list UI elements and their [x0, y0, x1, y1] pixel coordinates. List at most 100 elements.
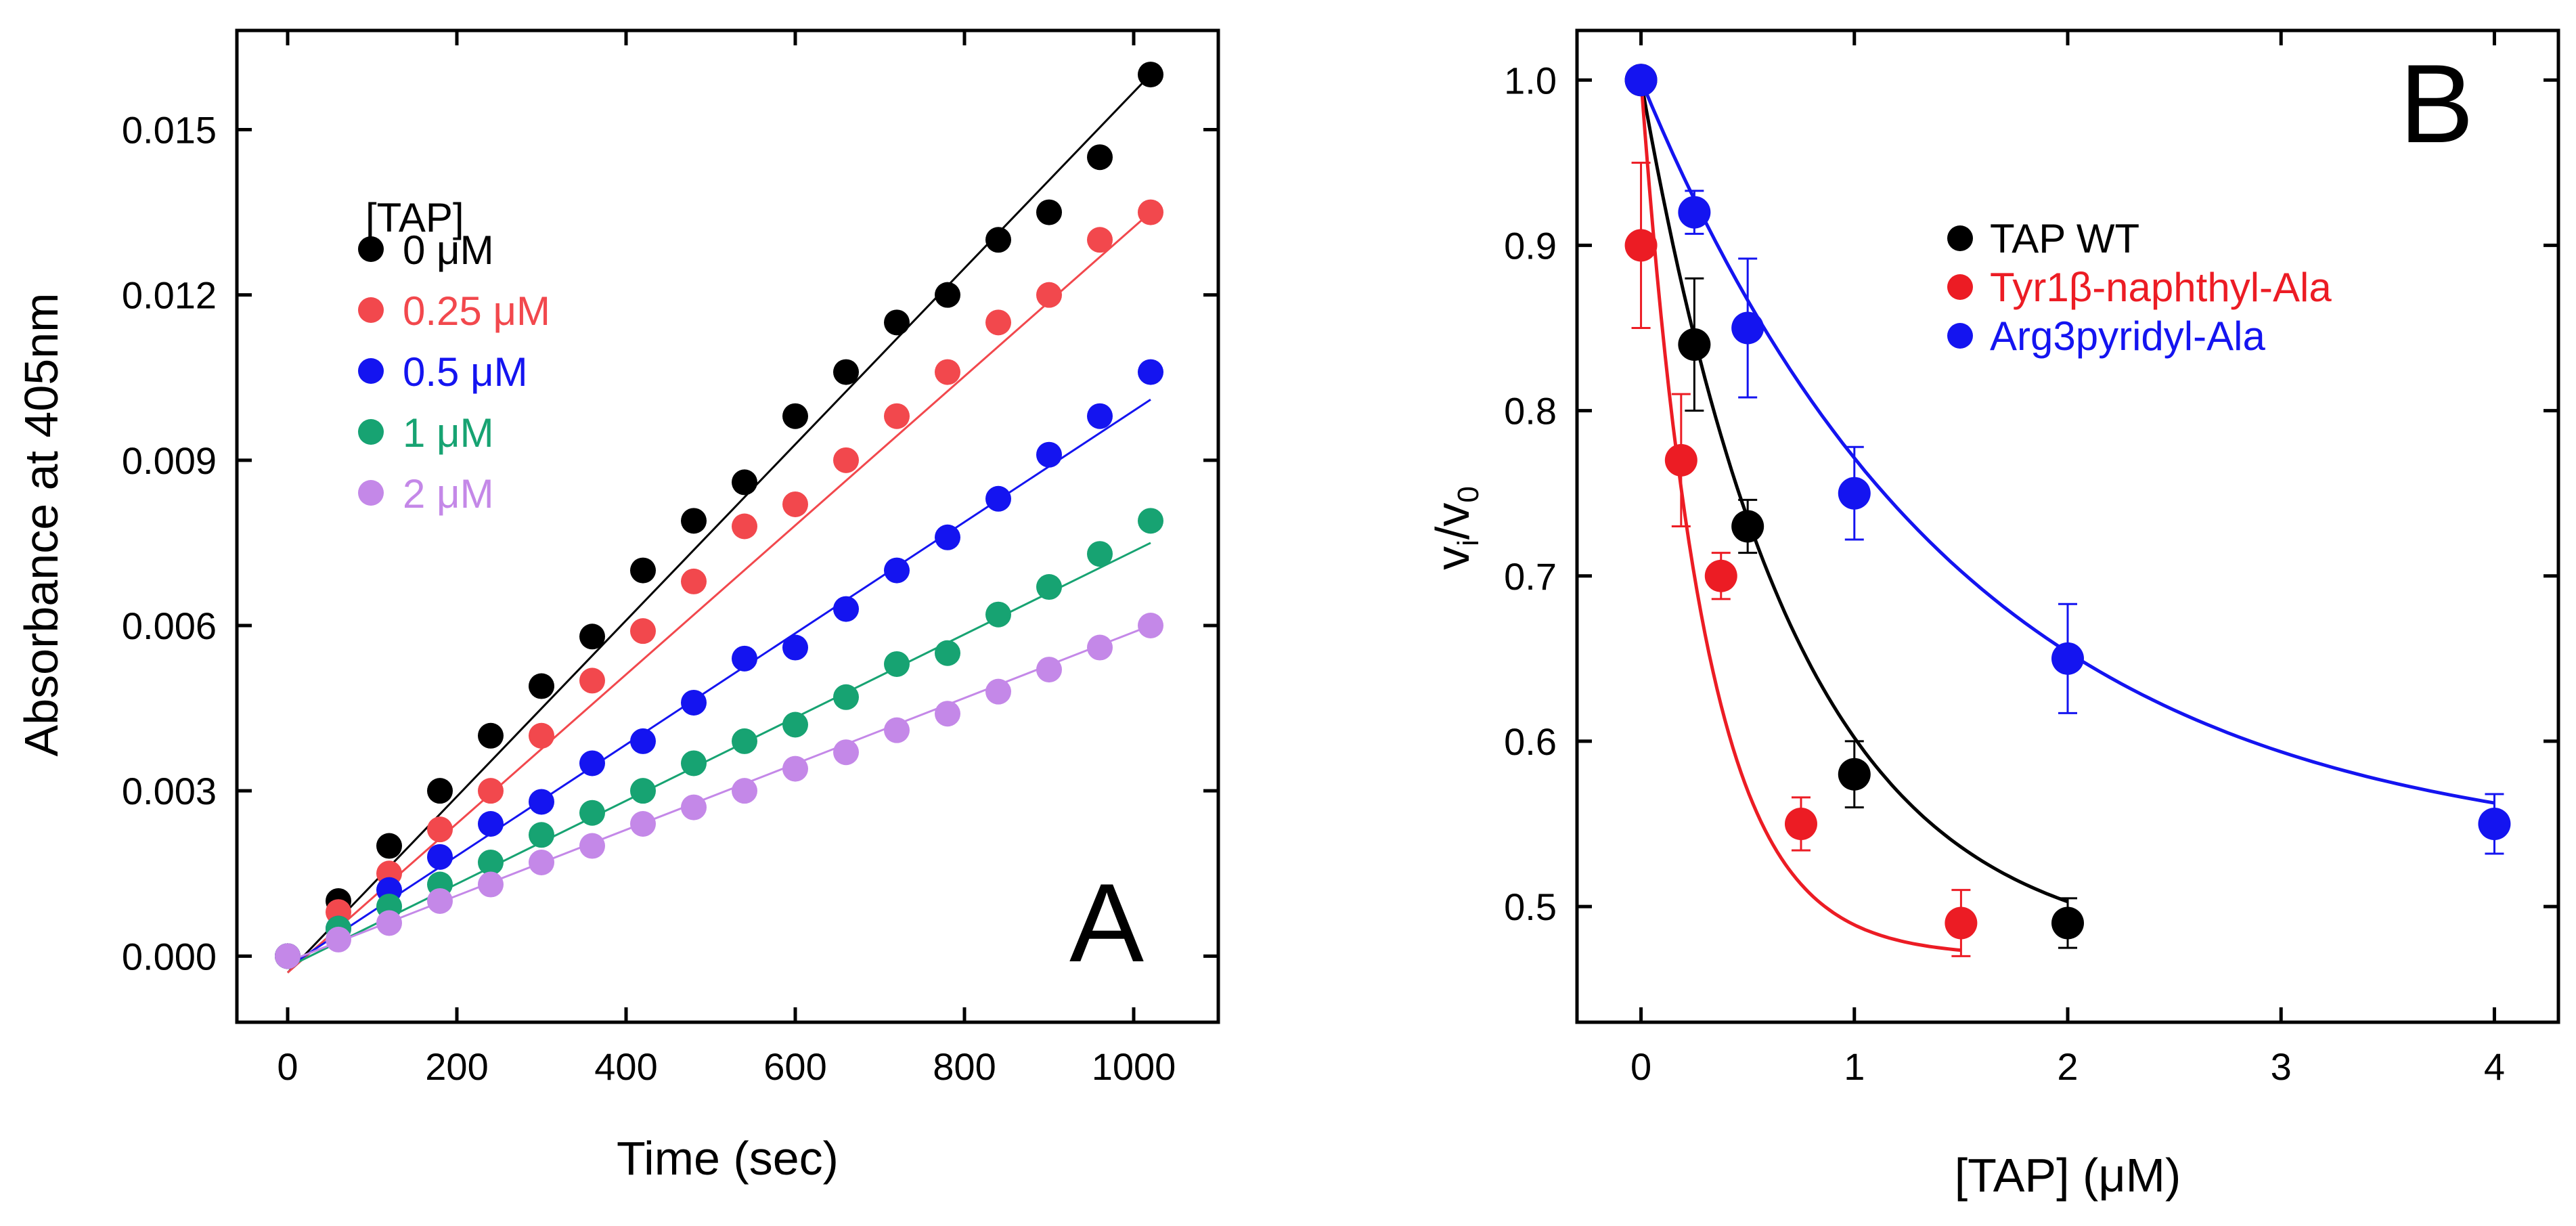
a-data-point [630, 728, 656, 754]
a-x-tick-label: 800 [933, 1045, 996, 1088]
a-y-tick-label: 0.015 [122, 109, 217, 152]
b-y-tick-label: 1.0 [1504, 59, 1557, 102]
b-panel-letter: B [2399, 41, 2474, 166]
a-data-point [529, 722, 554, 749]
b-y-title-slash-v: /v [1426, 503, 1479, 540]
a-legend-marker [358, 358, 384, 384]
a-data-point [681, 794, 707, 820]
a-data-point [1138, 199, 1163, 225]
a-data-point [579, 623, 605, 650]
a-data-point [1036, 574, 1062, 600]
a-data-point [326, 926, 351, 953]
a-data-point [478, 871, 504, 898]
a-data-point [782, 491, 808, 517]
a-fit-line-series-4 [287, 624, 1151, 963]
b-y-title-sub-i: i [1452, 540, 1485, 546]
a-data-point [1087, 541, 1113, 567]
a-data-point [1138, 359, 1163, 385]
a-legend-marker [358, 480, 384, 506]
a-axis-ticks: 0 200 400 600 800 1000 0.000 0.003 0.006 0.009 0.0… [122, 30, 1218, 1088]
a-data-point [985, 601, 1011, 628]
a-data-point [275, 943, 301, 969]
plot-frame-b [1575, 28, 2560, 1024]
b-data-point [2051, 642, 2084, 675]
b-data-point [2051, 906, 2084, 940]
b-y-axis-title: vi/v0 [1426, 486, 1485, 570]
a-data-point [529, 789, 554, 815]
a-data-point [579, 667, 605, 694]
a-data-point [935, 640, 960, 666]
a-data-point [833, 359, 859, 385]
a-data-point [478, 722, 504, 749]
a-data-point [884, 651, 910, 677]
a-data-point [630, 618, 656, 644]
b-legend-marker [1947, 323, 1973, 349]
a-legend-label: 1 μM [403, 410, 494, 456]
a-data-point [732, 728, 757, 754]
a-legend-label: 0.25 μM [403, 288, 550, 334]
a-data-point [935, 359, 960, 385]
a-x-tick-label: 600 [763, 1045, 826, 1088]
panel-b: 0 1 2 3 4 0.5 0.6 0.7 0.8 0.9 1.0 TAP WTTyr1β-naph… [1426, 28, 2560, 1202]
a-data-point [1087, 634, 1113, 661]
b-legend-marker [1947, 225, 1973, 251]
a-data-point [985, 309, 1011, 336]
a-data-point [427, 888, 453, 914]
b-data-point [2478, 808, 2511, 840]
b-x-tick-label: 2 [2057, 1045, 2078, 1088]
a-data-point [427, 778, 453, 804]
b-legend-label: TAP WT [1990, 216, 2139, 261]
b-y-tick-label: 0.5 [1504, 885, 1557, 928]
plot-frame-a [235, 28, 1220, 1024]
b-y-title-sub-0: 0 [1452, 486, 1485, 502]
a-data-point [630, 778, 656, 804]
b-legend-marker [1947, 274, 1973, 300]
a-data-point [884, 557, 910, 584]
a-data-point [478, 849, 504, 875]
a-data-point [732, 513, 757, 540]
a-data-point [782, 756, 808, 782]
b-fit-curve-series-0 [1639, 79, 2068, 904]
a-fit-line-series-1 [287, 211, 1151, 973]
b-axis-ticks: 0 1 2 3 4 0.5 0.6 0.7 0.8 0.9 1.0 [1504, 30, 2558, 1088]
b-y-tick-label: 0.9 [1504, 224, 1557, 267]
b-data-point [1678, 196, 1711, 229]
a-data-point [985, 227, 1011, 253]
a-data-point [732, 645, 757, 672]
b-data-point [1945, 906, 1978, 940]
a-y-tick-label: 0.000 [122, 935, 217, 978]
a-data-point [1138, 62, 1163, 88]
a-data-point [985, 678, 1011, 705]
a-x-tick-label: 0 [277, 1045, 298, 1088]
a-y-axis-title: Absorbance at 405nm [15, 293, 68, 757]
a-legend: [TAP] 0 μM 0.25 μM 0.5 μM 1 μM 2 μM [358, 195, 550, 517]
a-data-point [884, 403, 910, 429]
b-x-tick-label: 0 [1630, 1045, 1651, 1088]
a-x-tick-label: 1000 [1092, 1045, 1176, 1088]
a-data-point [782, 634, 808, 661]
a-y-tick-label: 0.012 [122, 274, 217, 317]
b-data-point [1731, 311, 1764, 345]
a-data-point [1036, 657, 1062, 683]
a-data-point [782, 711, 808, 738]
a-data-point [529, 849, 554, 875]
a-fit-line-series-3 [287, 542, 1151, 968]
a-data-point [884, 309, 910, 336]
b-data-point [1704, 559, 1737, 592]
a-data-point [630, 811, 656, 837]
a-data-point [427, 844, 453, 870]
a-legend-marker [358, 297, 384, 323]
b-legend-label: Tyr1β-naphthyl-Ala [1990, 265, 2332, 310]
b-y-tick-label: 0.8 [1504, 390, 1557, 433]
b-x-tick-label: 1 [1844, 1045, 1865, 1088]
a-data-point [681, 568, 707, 594]
a-data-point [833, 684, 859, 710]
a-data-point [579, 800, 605, 826]
a-legend-marker [358, 236, 384, 262]
a-data-point [376, 833, 402, 859]
a-data-point [1036, 199, 1062, 225]
a-y-tick-label: 0.003 [122, 770, 217, 812]
b-data-point [1624, 64, 1658, 97]
